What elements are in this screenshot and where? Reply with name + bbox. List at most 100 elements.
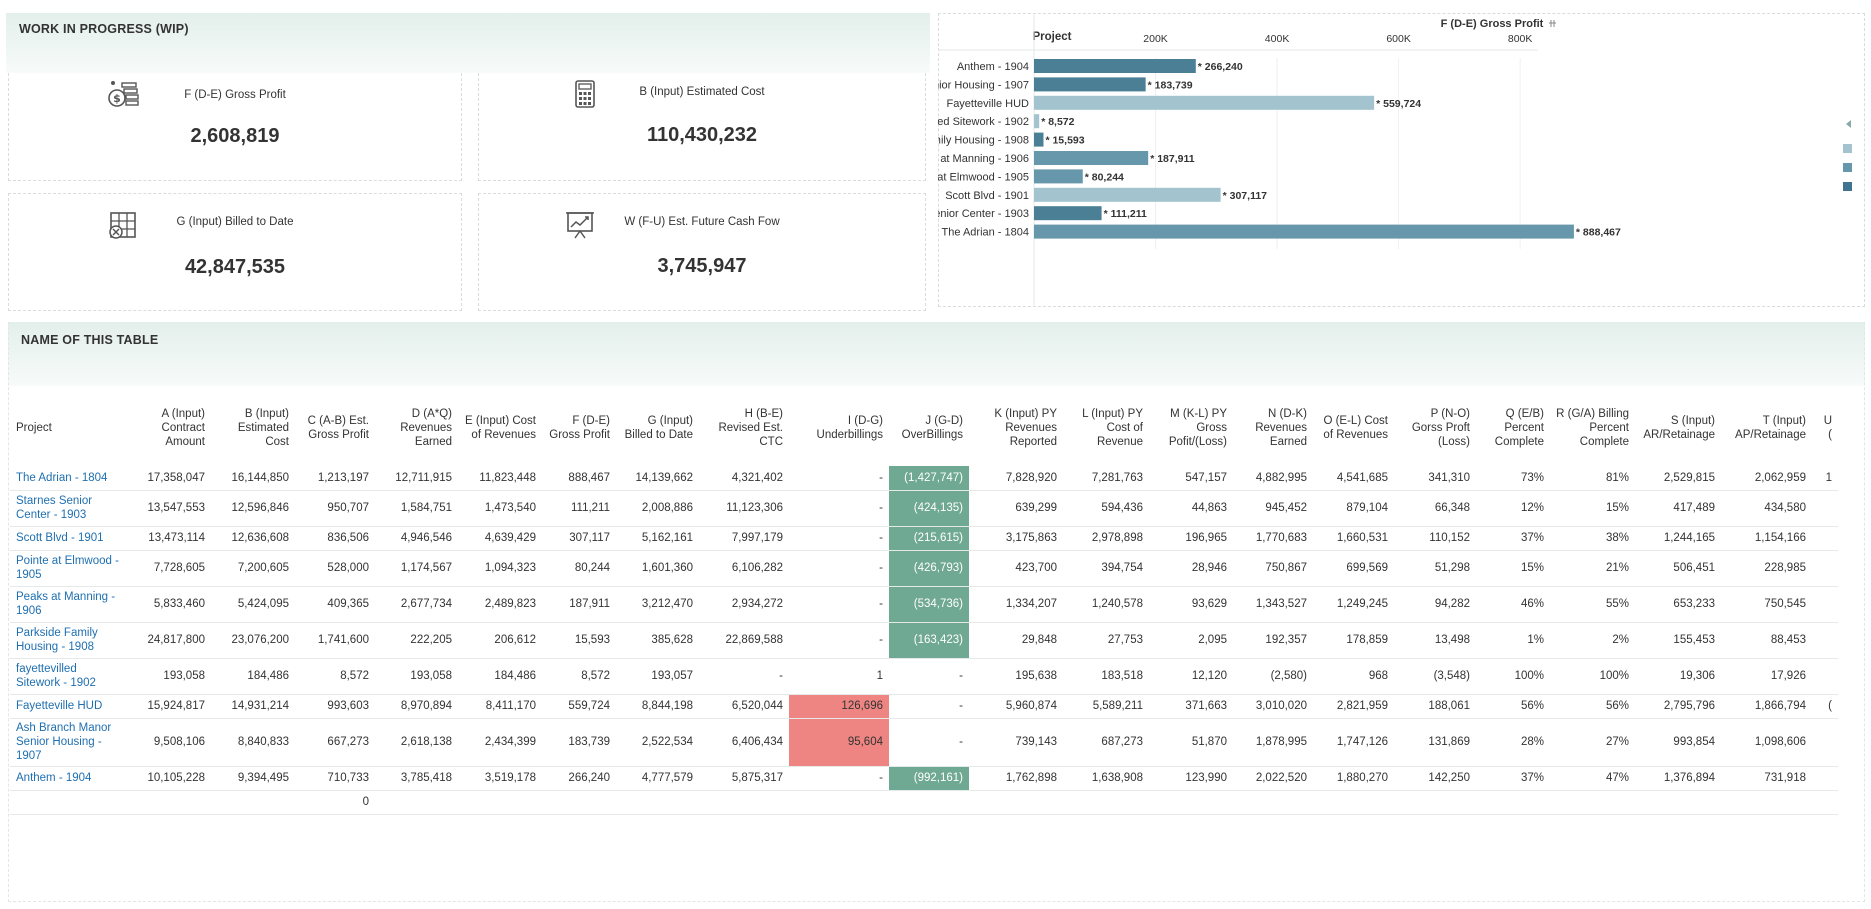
table-cell: 4,882,995: [1233, 466, 1313, 491]
x-tick-label: 600K: [1386, 33, 1411, 45]
data-label: * 183,739: [1148, 79, 1193, 91]
bar[interactable]: [1034, 132, 1044, 147]
category-label: Anthem - 1904: [957, 61, 1029, 73]
column-header[interactable]: D (A*Q) Revenues Earned: [400, 408, 452, 448]
legend-collapse-icon[interactable]: [1846, 120, 1851, 128]
project-link[interactable]: Pointe at Elmwood - 1905: [10, 550, 127, 587]
column-header[interactable]: F (D-E) Gross Profit: [549, 415, 610, 441]
column-header[interactable]: N (D-K) Revenues Earned: [1255, 408, 1307, 448]
table-cell: (3,548): [1394, 658, 1476, 695]
bar[interactable]: [1034, 77, 1146, 92]
table-cell: 2,934,272: [699, 586, 789, 623]
column-header[interactable]: B (Input) Estimated Cost: [237, 408, 289, 448]
table-cell: 81%: [1550, 466, 1635, 491]
column-header[interactable]: G (Input) Billed to Date: [624, 415, 693, 441]
column-header[interactable]: Q (E/B) Percent Complete: [1494, 408, 1544, 448]
project-link[interactable]: Starnes Senior Center - 1903: [10, 490, 127, 527]
table-cell: 37%: [1476, 526, 1550, 551]
sort-icon[interactable]: [1549, 20, 1556, 27]
total-cell: [1721, 790, 1812, 815]
table-cell: 5,162,161: [616, 526, 699, 551]
total-cell: [616, 790, 699, 815]
table-cell: 2,062,959: [1721, 466, 1812, 491]
column-header[interactable]: C (A-B) Est. Gross Profit: [307, 415, 369, 441]
table-cell: -: [789, 622, 889, 659]
column-header[interactable]: O (E-L) Cost of Revenues: [1323, 415, 1388, 441]
table-cell: 195,638: [969, 658, 1063, 695]
column-header[interactable]: U (: [1823, 415, 1832, 441]
table-cell: 8,844,198: [616, 694, 699, 719]
column-header[interactable]: P (N-O) Gorss Proft (Loss): [1411, 408, 1470, 448]
wip-table: Project A (Input) Contract Amount B (Input…: [10, 390, 1838, 815]
table-cell: -: [789, 550, 889, 587]
project-link[interactable]: The Adrian - 1804: [10, 466, 127, 491]
table-cell: -: [699, 658, 789, 695]
bar[interactable]: [1034, 151, 1149, 165]
column-header[interactable]: S (Input) AR/Retainage: [1643, 415, 1715, 441]
bar[interactable]: [1034, 169, 1083, 184]
table-header: NAME OF THIS TABLE: [8, 322, 1865, 386]
kpi-label: F (D-E) Gross Profit: [184, 89, 286, 101]
table-cell: (424,135): [889, 490, 969, 527]
table-cell: (426,793): [889, 550, 969, 587]
category-label: Peaks at Manning - 1906: [938, 153, 1029, 165]
legend-swatch[interactable]: [1843, 163, 1852, 172]
bar[interactable]: [1034, 224, 1574, 239]
table-cell: 1,249,245: [1313, 586, 1394, 623]
table-row: Parkside Family Housing - 1908 24,817,800…: [10, 622, 1838, 659]
x-tick-label: 400K: [1265, 33, 1290, 45]
project-link[interactable]: Peaks at Manning - 1906: [10, 586, 127, 623]
table-cell: 710,733: [295, 766, 375, 791]
bar[interactable]: [1034, 114, 1040, 129]
table-row: The Adrian - 1804 17,358,047 16,144,850 1,2…: [10, 466, 1838, 491]
table-cell: [1812, 490, 1838, 527]
project-link[interactable]: Parkside Family Housing - 1908: [10, 622, 127, 659]
table-cell: 1,343,527: [1233, 586, 1313, 623]
column-header[interactable]: I (D-G) Underbillings: [816, 415, 883, 441]
table-cell: -: [789, 586, 889, 623]
table-title: NAME OF THIS TABLE: [21, 333, 159, 347]
bar[interactable]: [1034, 206, 1102, 221]
table-cell: 1,334,207: [969, 586, 1063, 623]
table-cell: 341,310: [1394, 466, 1476, 491]
column-header[interactable]: M (K-L) PY Gross Pofit/(Loss): [1168, 408, 1227, 448]
table-cell: 55%: [1550, 586, 1635, 623]
legend-swatch[interactable]: [1843, 144, 1852, 153]
bar[interactable]: [1034, 187, 1221, 202]
kpi-card-future-cash-flow: W (F-U) Est. Future Cash Fow 3,745,947: [478, 193, 926, 311]
table-cell: 3,785,418: [375, 766, 458, 791]
table-cell: [1812, 766, 1838, 791]
project-link[interactable]: Scott Blvd - 1901: [10, 526, 127, 551]
column-header[interactable]: E (Input) Cost of Revenues: [465, 415, 536, 441]
table-cell: 14,931,214: [211, 694, 295, 719]
column-header-project[interactable]: Project: [16, 422, 52, 434]
table-cell: (: [1812, 694, 1838, 719]
table-cell: 2,529,815: [1635, 466, 1721, 491]
project-link[interactable]: Anthem - 1904: [10, 766, 127, 791]
bar[interactable]: [1034, 59, 1196, 73]
project-link[interactable]: fayettevilled Sitework - 1902: [10, 658, 127, 695]
table-cell: 8,572: [295, 658, 375, 695]
total-cell: [127, 790, 211, 815]
project-link[interactable]: Fayetteville HUD: [10, 694, 127, 719]
project-link[interactable]: Ash Branch Manor Senior Housing - 1907: [10, 718, 127, 767]
bar[interactable]: [1034, 95, 1375, 110]
wip-header: WORK IN PROGRESS (WIP): [6, 13, 930, 73]
column-header[interactable]: A (Input) Contract Amount: [161, 408, 205, 448]
table-cell: (992,161): [889, 766, 969, 791]
column-header[interactable]: J (G-D) OverBillings: [901, 415, 963, 441]
column-header[interactable]: T (Input) AP/Retainage: [1735, 415, 1806, 441]
total-cell: [1063, 790, 1149, 815]
total-cell: [969, 790, 1063, 815]
column-header[interactable]: H (B-E) Revised Est. CTC: [718, 408, 783, 448]
table-cell: 950,707: [295, 490, 375, 527]
column-header[interactable]: R (G/A) Billing Percent Complete: [1556, 408, 1629, 448]
table-cell: 28,946: [1149, 550, 1233, 587]
column-header[interactable]: L (Input) PY Cost of Revenue: [1082, 408, 1143, 448]
table-cell: 1,660,531: [1313, 526, 1394, 551]
table-row: Peaks at Manning - 1906 5,833,460 5,424,09…: [10, 586, 1838, 623]
legend-swatch[interactable]: [1843, 182, 1852, 191]
column-header[interactable]: K (Input) PY Revenues Reported: [994, 408, 1057, 448]
table-cell: 3,212,470: [616, 586, 699, 623]
data-label: * 80,244: [1085, 171, 1124, 183]
